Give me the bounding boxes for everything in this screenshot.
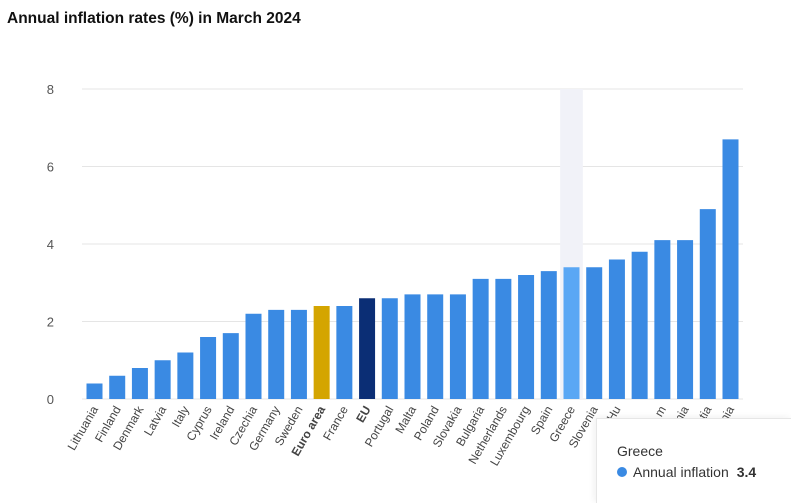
- bar-luxembourg[interactable]: [518, 275, 535, 399]
- bar-italy[interactable]: [177, 352, 194, 400]
- bar-lithuania[interactable]: [86, 383, 103, 400]
- chart-title: Annual inflation rates (%) in March 2024: [7, 10, 301, 27]
- bar-france[interactable]: [336, 306, 353, 399]
- bar-slovakia[interactable]: [449, 294, 466, 399]
- tooltip-country: Greece: [617, 443, 663, 459]
- bar-poland[interactable]: [427, 294, 444, 399]
- x-tick-label: EU: [353, 404, 373, 425]
- bar-eu[interactable]: [359, 298, 376, 399]
- y-tick-label: 8: [47, 82, 54, 97]
- y-tick-label: 0: [47, 392, 54, 407]
- tooltip-series-label: Annual inflation: [633, 464, 729, 480]
- bar-netherlands[interactable]: [495, 278, 512, 399]
- bar-cyprus[interactable]: [200, 337, 217, 399]
- bars-layer: [86, 139, 739, 400]
- bar-euro-area[interactable]: [313, 306, 330, 399]
- bar-sweden[interactable]: [290, 309, 307, 399]
- bar-hungary[interactable]: [608, 259, 625, 400]
- bar-romania[interactable]: [722, 139, 739, 399]
- series-dot-icon: [617, 467, 627, 477]
- bar-denmark[interactable]: [131, 368, 148, 399]
- bar-malta[interactable]: [404, 294, 421, 399]
- y-axis: 0 2 4 6 8: [47, 82, 54, 407]
- bar-austria[interactable]: [677, 240, 694, 399]
- bar-bulgaria[interactable]: [472, 278, 489, 399]
- bar-greece[interactable]: [563, 267, 580, 399]
- x-tick-label: Lithuania: [65, 403, 102, 452]
- bar-belgium[interactable]: [631, 251, 648, 399]
- bar-latvia[interactable]: [154, 360, 171, 399]
- bar-estonia[interactable]: [654, 240, 671, 399]
- bar-germany[interactable]: [268, 309, 285, 399]
- tooltip-value: 3.4: [736, 464, 757, 480]
- y-tick-label: 6: [47, 160, 54, 175]
- bar-czechia[interactable]: [245, 313, 262, 399]
- y-tick-label: 2: [47, 315, 54, 330]
- bar-slovenia[interactable]: [586, 267, 603, 399]
- bar-finland[interactable]: [109, 375, 126, 399]
- x-tick-label: m: [652, 404, 669, 420]
- bar-spain[interactable]: [540, 271, 557, 399]
- tooltip-series-row: Annual inflation 3.4: [617, 464, 756, 480]
- y-tick-label: 4: [47, 237, 54, 252]
- bar-portugal[interactable]: [381, 298, 398, 399]
- bar-croatia[interactable]: [699, 209, 716, 399]
- x-tick-label: Latvia: [141, 403, 169, 438]
- bar-ireland[interactable]: [222, 333, 239, 399]
- tooltip: Greece Annual inflation 3.4: [596, 418, 791, 503]
- x-tick-label: Italy: [169, 404, 192, 430]
